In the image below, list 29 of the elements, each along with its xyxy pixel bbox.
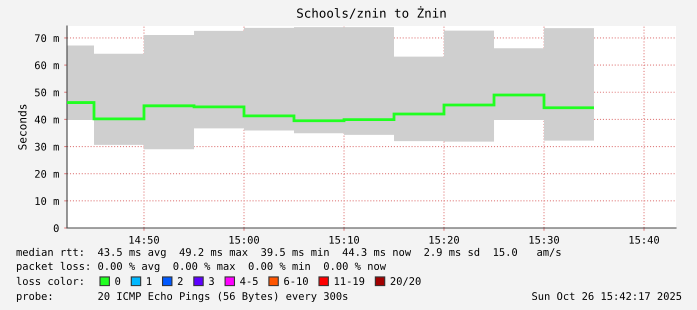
legend-label: 11-19 [334, 277, 364, 286]
text: Sun Oct 26 15:42:17 2025 [532, 292, 682, 300]
text: median rtt: 43.5 ms avg 49.2 ms max 39.5 ms min 44.3 ms now 2.9 ms sd 15.0 am/s [16, 248, 561, 258]
y-tick-label: 20 m [35, 170, 59, 178]
legend-label: 3 [209, 277, 214, 286]
text: probe: 20 ICMP Echo Pings (56 Bytes) every 300s [16, 292, 348, 302]
y-tick-label: 30 m [34, 142, 59, 151]
legend-label: 4-5 [240, 277, 258, 286]
y-tick-label: 10 m [36, 197, 59, 205]
x-tick-label: 15:30 [530, 236, 560, 244]
y-tick-label: 50 m [35, 88, 59, 96]
y-tick-label: 0 [54, 224, 59, 232]
x-tick-label: 15:20 [430, 236, 459, 244]
x-tick-label: 15:00 [230, 236, 260, 244]
x-tick-label: 15:40 [630, 236, 660, 244]
chart-title: Schools/znin to Żnin [297, 6, 446, 19]
y-axis-title: Seconds [18, 104, 27, 150]
y-tick-label: 60 m [34, 61, 59, 70]
x-tick-label: 14:50 [130, 236, 159, 244]
legend-label: 2 [178, 277, 183, 285]
legend-label: 20/20 [390, 277, 421, 286]
x-tick-label: 15:10 [330, 236, 360, 244]
y-tick-label: 40 m [34, 116, 59, 124]
legend-label: 0 [115, 277, 120, 286]
legend-label: 1 [147, 277, 152, 285]
y-tick-label: 70 m [34, 34, 59, 42]
legend-title: loss color: [16, 276, 82, 286]
text: packet loss: 0.00 % avg 0.00 % max 0.00 % min 0.00 % now [16, 262, 386, 272]
legend-label: 6-10 [284, 277, 308, 286]
